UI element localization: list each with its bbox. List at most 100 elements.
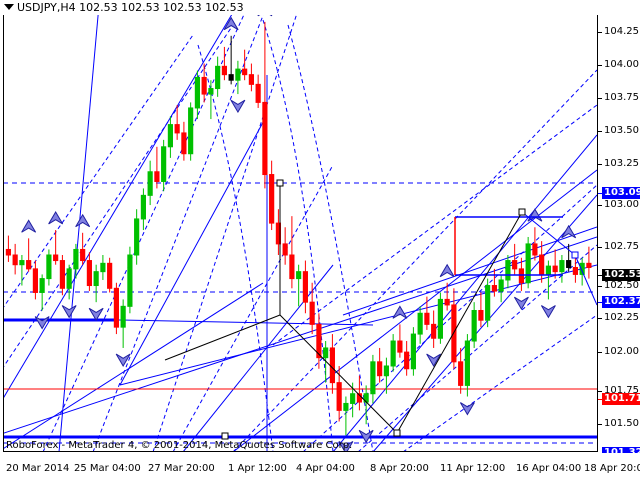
candle-body [32,268,38,293]
price-tick-label: 104.00 [604,59,639,70]
candle-body [397,340,403,353]
candle-body [559,260,565,273]
price-tick-label: 101.75 [604,385,639,396]
candle-body [431,323,437,339]
candle-body [73,248,79,270]
price-tick [598,286,602,287]
trendline-rising-steep-mid [119,114,268,386]
price-tick [598,399,602,400]
time-tick-label: 4 Apr 04:00 [296,463,355,474]
fractal-down-icon [230,99,246,114]
dashed-rise-5 [152,15,297,452]
time-tick-label: 16 Apr 04:00 [516,463,582,474]
candle-body [282,243,288,256]
candle-body [242,68,248,76]
handle-top[interactable] [276,179,284,187]
candle-body [424,312,430,325]
time-tick-label: 25 Mar 04:00 [74,463,141,474]
price-highlight-label-blue[interactable]: 102.37 [602,296,640,308]
price-tick [598,164,602,165]
price-tick [598,424,602,425]
candlestick-series [5,21,592,436]
candle-body [525,243,531,284]
trendline-group-solid [3,15,597,452]
candle-body [59,260,65,289]
time-tick-label: 1 Apr 12:00 [228,463,287,474]
candle-body [404,351,410,370]
consolidation-box[interactable] [454,216,563,276]
candle-body [444,298,450,306]
candle-body [66,268,72,289]
candle-body [12,254,18,266]
time-axis[interactable]: 20 Mar 2014 25 Mar 04:00 27 Mar 20:00 1 Apr… [0,453,640,480]
candle-body [201,76,207,95]
candle-body [167,124,173,148]
trendline-channel-lower [232,169,597,452]
candle-body [208,88,214,95]
price-tick-label: 101.50 [604,418,639,429]
candle-body [302,271,308,303]
candle-body [100,262,106,273]
dashed-rise-3 [42,15,245,452]
candle-body [343,402,349,411]
candle-body [512,260,518,270]
price-tick [598,32,602,33]
chart-plot-area[interactable] [3,15,597,452]
candle-body [194,76,200,109]
fractal-up-icon [48,211,64,225]
candle-body [86,260,92,287]
candle-body [140,194,146,220]
candle-body [309,301,315,325]
candle-body [46,254,52,280]
forecast-zigzag[interactable] [164,179,597,440]
handle-bottom[interactable] [393,429,401,437]
candle-body [410,333,416,370]
candle-body [539,254,545,275]
trendline-rising-lower [3,282,264,450]
candle-body [323,347,329,359]
fractal-down-icon [34,316,50,330]
trendline-upper-channel [342,226,597,316]
chevron-down-icon[interactable] [4,4,14,10]
price-highlight-label-blue[interactable]: 103.09 [602,187,640,199]
handle-peak[interactable] [518,208,526,216]
time-tick-label: 27 Mar 20:00 [148,463,215,474]
fractal-down-icon [513,296,529,311]
handle-low[interactable] [221,432,229,440]
candle-body [228,74,234,81]
price-highlight-label-red[interactable]: 101.71 [602,393,640,405]
time-tick-label: 8 Apr 20:00 [370,463,429,474]
chart-header: USDJPY,H4 102.53 102.53 102.53 102.53 [0,0,640,15]
candle-body [221,65,227,76]
price-tick [598,98,602,99]
plot-border-bottom [3,451,598,452]
candle-body [390,340,396,367]
candle-body [458,361,464,386]
fractal-down-icon [358,429,374,444]
candle-body [113,287,119,328]
dashed-rise-6 [172,164,334,452]
candle-body [316,323,322,359]
fractal-down-icon [88,307,104,322]
candle-body [370,361,376,395]
price-tick-label: 102.25 [604,312,639,323]
candle-body [127,254,133,307]
price-tick-label: 104.25 [604,26,639,37]
candle-body [262,101,268,176]
candle-body [586,262,592,268]
price-tick [598,247,602,248]
handle-target[interactable] [571,251,579,259]
candle-body [289,254,295,280]
time-tick-label: 18 Apr 20:00 [584,463,640,474]
candle-body [471,309,477,342]
fractal-up-icon [561,224,577,239]
price-axis[interactable]: 104.25 104.00 103.75 103.50 103.25 103.00 102.… [598,15,640,469]
candle-body [39,278,45,293]
candle-body [26,260,32,270]
candle-body [572,266,578,275]
candle-body [255,83,261,103]
price-highlight-label-black[interactable]: 102.53 [602,269,640,281]
candle-body [383,365,389,377]
fractal-down-icon [459,402,475,416]
